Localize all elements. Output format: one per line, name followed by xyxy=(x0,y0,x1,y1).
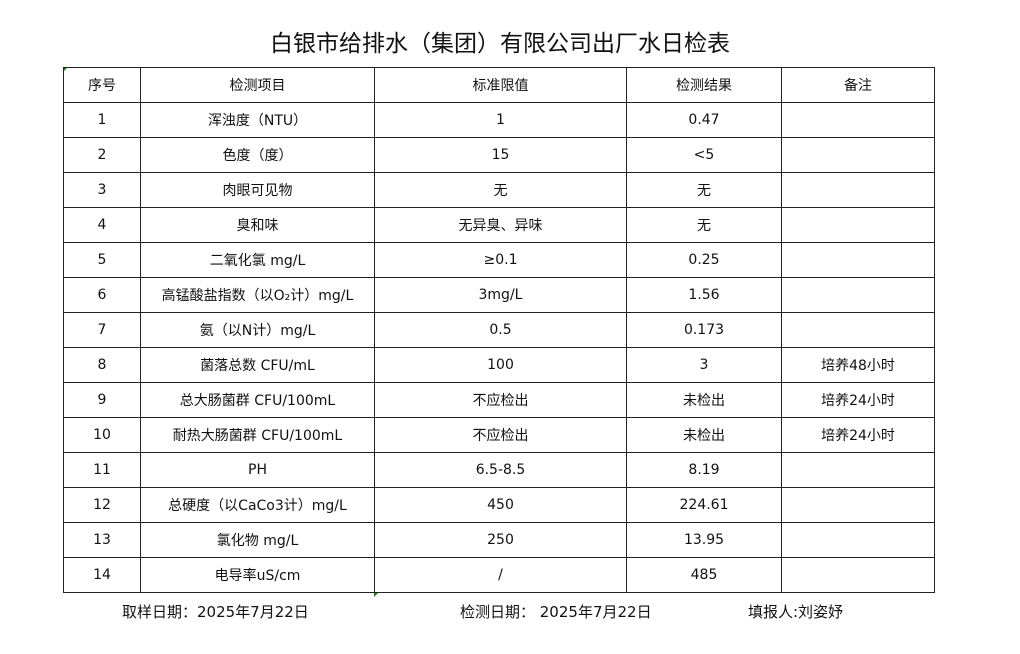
cell-limit: 250 xyxy=(374,522,627,558)
col-header-index: 序号 xyxy=(63,67,141,103)
table-row: 11 PH 6.5-8.5 8.19 xyxy=(63,452,935,488)
cell-remark xyxy=(781,557,935,593)
cell-item: 浑浊度（NTU） xyxy=(140,102,375,138)
cell-limit: 3mg/L xyxy=(374,277,627,313)
cell-item: 氯化物 mg/L xyxy=(140,522,375,558)
cell-remark xyxy=(781,277,935,313)
cell-result: 无 xyxy=(626,172,782,208)
report-title: 白银市给排水（集团）有限公司出厂水日检表 xyxy=(270,31,730,57)
table-row: 4 臭和味 无异臭、异味无 xyxy=(63,207,935,243)
cell-remark xyxy=(781,312,935,348)
cell-result: 224.61 xyxy=(626,487,782,523)
cell-limit: 0.5 xyxy=(374,312,627,348)
cell-limit: 不应检出 xyxy=(374,417,627,453)
cell-item: 臭和味 xyxy=(140,207,375,243)
cell-index: 5 xyxy=(63,242,141,278)
table-row: 13 氯化物 mg/L 250 13.95 xyxy=(63,522,935,558)
cell-item: 色度（度） xyxy=(140,137,375,173)
cell-index: 2 xyxy=(63,137,141,173)
cell-limit: 不应检出 xyxy=(374,382,627,418)
cell-limit: 100 xyxy=(374,347,627,383)
cell-index: 1 xyxy=(63,102,141,138)
test-date: 检测日期： 2025年7月22日 xyxy=(460,603,652,621)
cell-result: 13.95 xyxy=(626,522,782,558)
cell-remark xyxy=(781,207,935,243)
cell-limit: 6.5-8.5 xyxy=(374,452,627,488)
cell-item: 高锰酸盐指数（以O₂计）mg/L xyxy=(140,277,375,313)
cell-result: 3 xyxy=(626,347,782,383)
cell-limit: 450 xyxy=(374,487,627,523)
cell-index: 3 xyxy=(63,172,141,208)
cell-limit: 15 xyxy=(374,137,627,173)
cell-result: <5 xyxy=(626,137,782,173)
cell-result: 0.25 xyxy=(626,242,782,278)
cell-limit: 无异臭、异味 xyxy=(374,207,627,243)
cell-remark: 培养24小时 xyxy=(781,382,935,418)
cell-result: 485 xyxy=(626,557,782,593)
cell-index: 7 xyxy=(63,312,141,348)
sampling-date: 取样日期：2025年7月22日 xyxy=(122,603,309,621)
cell-result: 无 xyxy=(626,207,782,243)
cell-result: 0.173 xyxy=(626,312,782,348)
cell-index: 10 xyxy=(63,417,141,453)
cell-item: 二氧化氯 mg/L xyxy=(140,242,375,278)
table-row: 5 二氧化氯 mg/L ≥0.1 0.25 xyxy=(63,242,935,278)
cell-index: 4 xyxy=(63,207,141,243)
reporter: 填报人:刘姿妤 xyxy=(748,603,844,621)
cell-remark xyxy=(781,242,935,278)
cell-index: 11 xyxy=(63,452,141,488)
col-header-limit: 标准限值 xyxy=(374,67,627,103)
table-row: 9 总大肠菌群 CFU/100mL 不应检出 未检出 培养24小时 xyxy=(63,382,935,418)
cell-limit: / xyxy=(374,557,627,593)
cell-index: 9 xyxy=(63,382,141,418)
col-header-remark: 备注 xyxy=(781,67,935,103)
cell-item: PH xyxy=(140,452,375,488)
inspection-table: 序号 检测项目 标准限值 检测结果 备注 1 浑浊度（NTU） 1 0.47 2 色度（度… xyxy=(63,67,935,593)
cell-marker xyxy=(374,592,379,597)
col-header-item: 检测项目 xyxy=(140,67,375,103)
table-row: 8 菌落总数 CFU/mL 100 3 培养48小时 xyxy=(63,347,935,383)
cell-result: 未检出 xyxy=(626,382,782,418)
cell-remark xyxy=(781,172,935,208)
cell-limit: 1 xyxy=(374,102,627,138)
table-row: 2 色度（度） 15 <5 xyxy=(63,137,935,173)
cell-item: 肉眼可见物 xyxy=(140,172,375,208)
cell-result: 0.47 xyxy=(626,102,782,138)
cell-remark xyxy=(781,487,935,523)
table-row: 14 电导率uS/cm/485 xyxy=(63,557,935,593)
cell-item: 氨（以N计）mg/L xyxy=(140,312,375,348)
cell-limit: ≥0.1 xyxy=(374,242,627,278)
cell-item: 总大肠菌群 CFU/100mL xyxy=(140,382,375,418)
cell-remark xyxy=(781,522,935,558)
cell-index: 12 xyxy=(63,487,141,523)
cell-limit: 无 xyxy=(374,172,627,208)
table-row: 7 氨（以N计）mg/L 0.5 0.173 xyxy=(63,312,935,348)
cell-remark xyxy=(781,102,935,138)
table-row: 1 浑浊度（NTU） 1 0.47 xyxy=(63,102,935,138)
cell-result: 未检出 xyxy=(626,417,782,453)
cell-item: 总硬度（以CaCo3计）mg/L xyxy=(140,487,375,523)
cell-item: 电导率uS/cm xyxy=(140,557,375,593)
cell-remark: 培养24小时 xyxy=(781,417,935,453)
table-row: 6 高锰酸盐指数（以O₂计）mg/L 3mg/L 1.56 xyxy=(63,277,935,313)
table-row: 12 总硬度（以CaCo3计）mg/L 450 224.61 xyxy=(63,487,935,523)
cell-result: 8.19 xyxy=(626,452,782,488)
cell-remark xyxy=(781,137,935,173)
cell-index: 6 xyxy=(63,277,141,313)
table-row: 10 耐热大肠菌群 CFU/100mL 不应检出 未检出 培养24小时 xyxy=(63,417,935,453)
table-header-row: 序号 检测项目 标准限值 检测结果 备注 xyxy=(63,67,935,103)
col-header-result: 检测结果 xyxy=(626,67,782,103)
table-row: 3 肉眼可见物无无 xyxy=(63,172,935,208)
cell-index: 8 xyxy=(63,347,141,383)
cell-item: 耐热大肠菌群 CFU/100mL xyxy=(140,417,375,453)
cell-index: 13 xyxy=(63,522,141,558)
cell-index: 14 xyxy=(63,557,141,593)
cell-item: 菌落总数 CFU/mL xyxy=(140,347,375,383)
cell-result: 1.56 xyxy=(626,277,782,313)
cell-remark xyxy=(781,452,935,488)
cell-remark: 培养48小时 xyxy=(781,347,935,383)
